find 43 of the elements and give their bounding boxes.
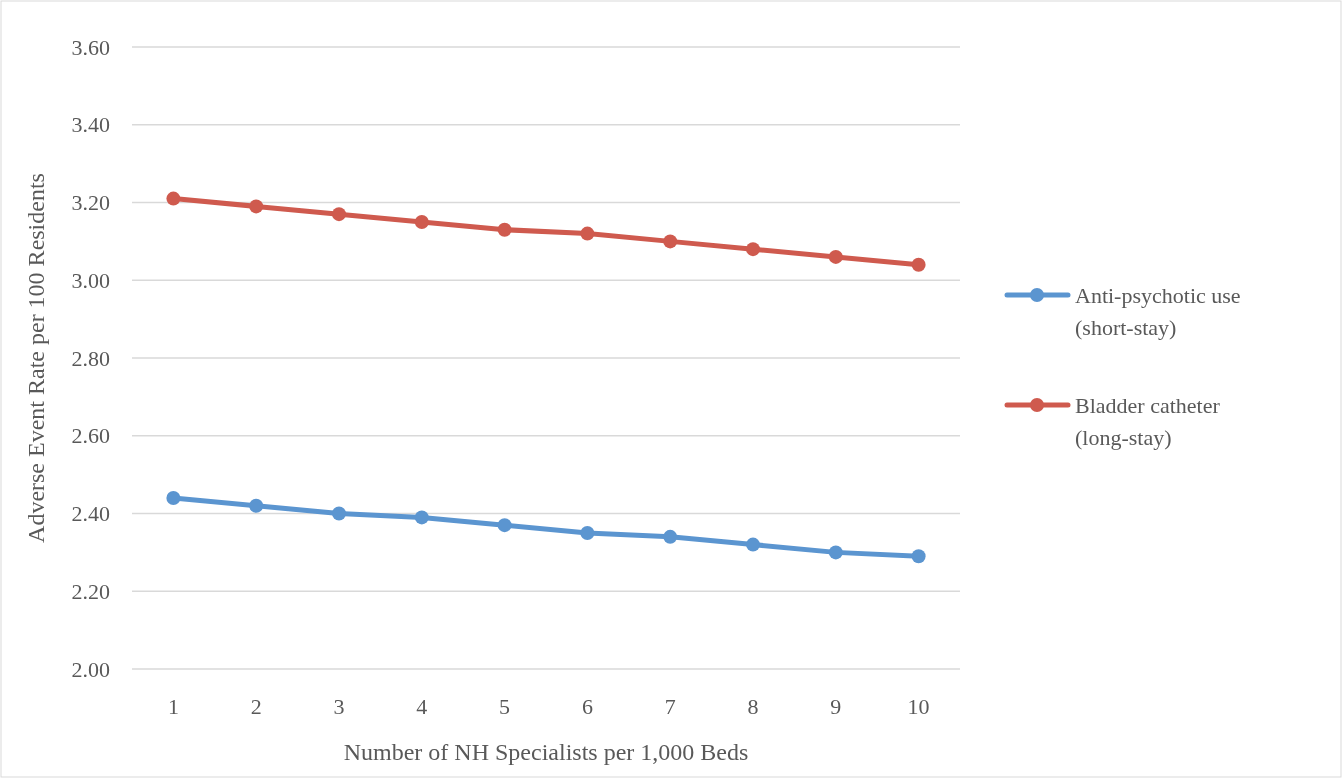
y-tick-label: 2.60 xyxy=(71,423,110,449)
point xyxy=(580,226,595,241)
y-tick-label: 3.20 xyxy=(71,190,110,216)
point xyxy=(166,490,181,505)
x-tick-label: 1 xyxy=(167,694,179,719)
x-tick-label: 10 xyxy=(907,694,930,719)
x-tick-label: 9 xyxy=(830,694,842,719)
legend-label: Anti-psychotic use (short-stay) xyxy=(1075,282,1241,340)
y-tick-label: 2.40 xyxy=(71,501,110,527)
point xyxy=(746,537,760,552)
point xyxy=(249,199,264,214)
point xyxy=(249,498,264,513)
y-axis-title: Adverse Event Rate per 100 Residents xyxy=(23,173,49,543)
point xyxy=(663,234,678,249)
point xyxy=(166,191,181,206)
x-tick-label: 8 xyxy=(747,694,759,719)
point xyxy=(911,257,926,272)
point xyxy=(332,506,346,521)
x-tick-label: 4 xyxy=(416,694,428,719)
y-tick-label: 2.00 xyxy=(71,656,110,682)
point xyxy=(828,545,843,560)
y-tick-label: 3.00 xyxy=(71,267,110,293)
y-tick-label: 2.20 xyxy=(71,578,110,604)
x-tick-label: 7 xyxy=(664,694,676,719)
point xyxy=(414,510,429,525)
y-tick-label: 3.40 xyxy=(71,112,110,138)
point xyxy=(663,529,678,544)
y-tick-label: 2.80 xyxy=(71,345,110,371)
point xyxy=(332,207,346,222)
x-axis-title: Number of NH Specialists per 1,000 Beds xyxy=(343,739,749,765)
x-tick-label: 6 xyxy=(581,694,593,719)
x-tick-label: 2 xyxy=(250,694,262,719)
x-tick-label: 3 xyxy=(333,694,345,719)
x-tick-label: 5 xyxy=(499,694,511,719)
point xyxy=(828,249,843,264)
point xyxy=(497,518,512,533)
point xyxy=(746,242,760,257)
y-tick-label: 3.60 xyxy=(71,34,110,60)
point xyxy=(911,549,926,564)
point xyxy=(497,222,512,237)
legend-label: Bladder catheter (long-stay) xyxy=(1075,392,1221,450)
point xyxy=(414,214,429,229)
point xyxy=(580,525,595,540)
